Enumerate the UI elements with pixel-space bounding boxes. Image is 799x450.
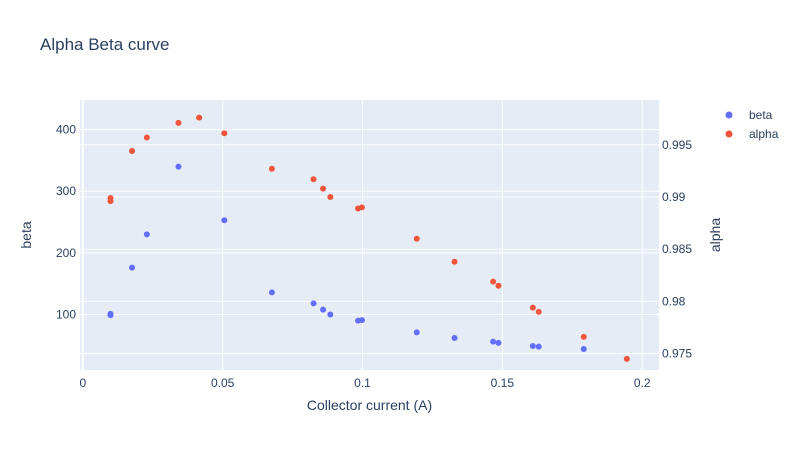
data-point-alpha[interactable] (107, 195, 114, 202)
data-point-beta[interactable] (495, 339, 502, 346)
data-point-beta[interactable] (129, 264, 136, 271)
x-tick-label: 0.1 (354, 376, 371, 390)
data-point-beta[interactable] (268, 289, 275, 296)
data-point-beta[interactable] (535, 343, 542, 350)
data-point-alpha[interactable] (529, 304, 536, 311)
data-point-alpha[interactable] (310, 176, 317, 183)
data-point-alpha[interactable] (175, 119, 182, 126)
data-point-alpha[interactable] (196, 114, 203, 121)
y-tick-label: 200 (56, 246, 76, 260)
data-point-beta[interactable] (490, 338, 497, 345)
data-point-alpha[interactable] (451, 258, 458, 265)
x-tick-label: 0.2 (634, 376, 651, 390)
y-axis-title: beta (18, 221, 34, 248)
plot-area (80, 100, 659, 370)
y2-tick-label: 0.99 (662, 190, 686, 204)
tick-labels: 0 0.05 0.1 0.15 0.2 100 200 300 400 0.975 0.98 0.98… (56, 123, 692, 390)
legend-marker-alpha (725, 130, 733, 138)
data-point-beta[interactable] (580, 346, 587, 353)
data-point-alpha[interactable] (490, 278, 497, 285)
data-point-beta[interactable] (327, 311, 334, 318)
data-point-alpha[interactable] (129, 148, 136, 155)
data-point-beta[interactable] (529, 342, 536, 349)
x-tick-label: 0.05 (211, 376, 235, 390)
y-tick-label: 300 (56, 184, 76, 198)
x-tick-label: 0 (79, 376, 86, 390)
data-point-alpha[interactable] (580, 333, 587, 340)
data-point-beta[interactable] (107, 310, 114, 317)
legend-marker-beta (725, 111, 733, 119)
data-point-alpha[interactable] (358, 204, 365, 211)
y2-tick-label: 0.995 (662, 138, 692, 152)
data-point-beta[interactable] (451, 334, 458, 341)
legend-item-beta[interactable]: beta (725, 108, 773, 122)
data-point-alpha[interactable] (413, 235, 420, 242)
y-tick-label: 100 (56, 308, 76, 322)
data-points (107, 114, 630, 362)
x-axis-title: Collector current (A) (307, 397, 432, 413)
y2-tick-label: 0.985 (662, 242, 692, 256)
data-point-beta[interactable] (413, 329, 420, 336)
y2-tick-label: 0.98 (662, 294, 686, 308)
y2-tick-label: 0.975 (662, 347, 692, 361)
data-point-beta[interactable] (143, 231, 150, 238)
data-point-alpha[interactable] (221, 130, 228, 137)
data-point-alpha[interactable] (327, 193, 334, 200)
data-point-beta[interactable] (358, 317, 365, 324)
data-point-alpha[interactable] (623, 355, 630, 362)
data-point-alpha[interactable] (143, 134, 150, 141)
data-point-alpha[interactable] (495, 282, 502, 289)
legend-item-alpha[interactable]: alpha (725, 127, 779, 141)
data-point-alpha[interactable] (535, 308, 542, 315)
data-point-beta[interactable] (310, 300, 317, 307)
data-point-alpha[interactable] (320, 185, 327, 192)
data-point-beta[interactable] (221, 217, 228, 224)
legend[interactable]: beta alpha (725, 108, 779, 141)
data-point-beta[interactable] (175, 163, 182, 170)
legend-label-alpha: alpha (749, 127, 779, 141)
y-tick-label: 400 (56, 123, 76, 137)
data-point-alpha[interactable] (268, 165, 275, 172)
grid (80, 100, 659, 370)
chart-title: Alpha Beta curve (40, 35, 169, 54)
data-point-beta[interactable] (320, 306, 327, 313)
x-tick-label: 0.15 (491, 376, 515, 390)
y2-axis-title: alpha (707, 218, 723, 252)
legend-label-beta: beta (749, 108, 773, 122)
